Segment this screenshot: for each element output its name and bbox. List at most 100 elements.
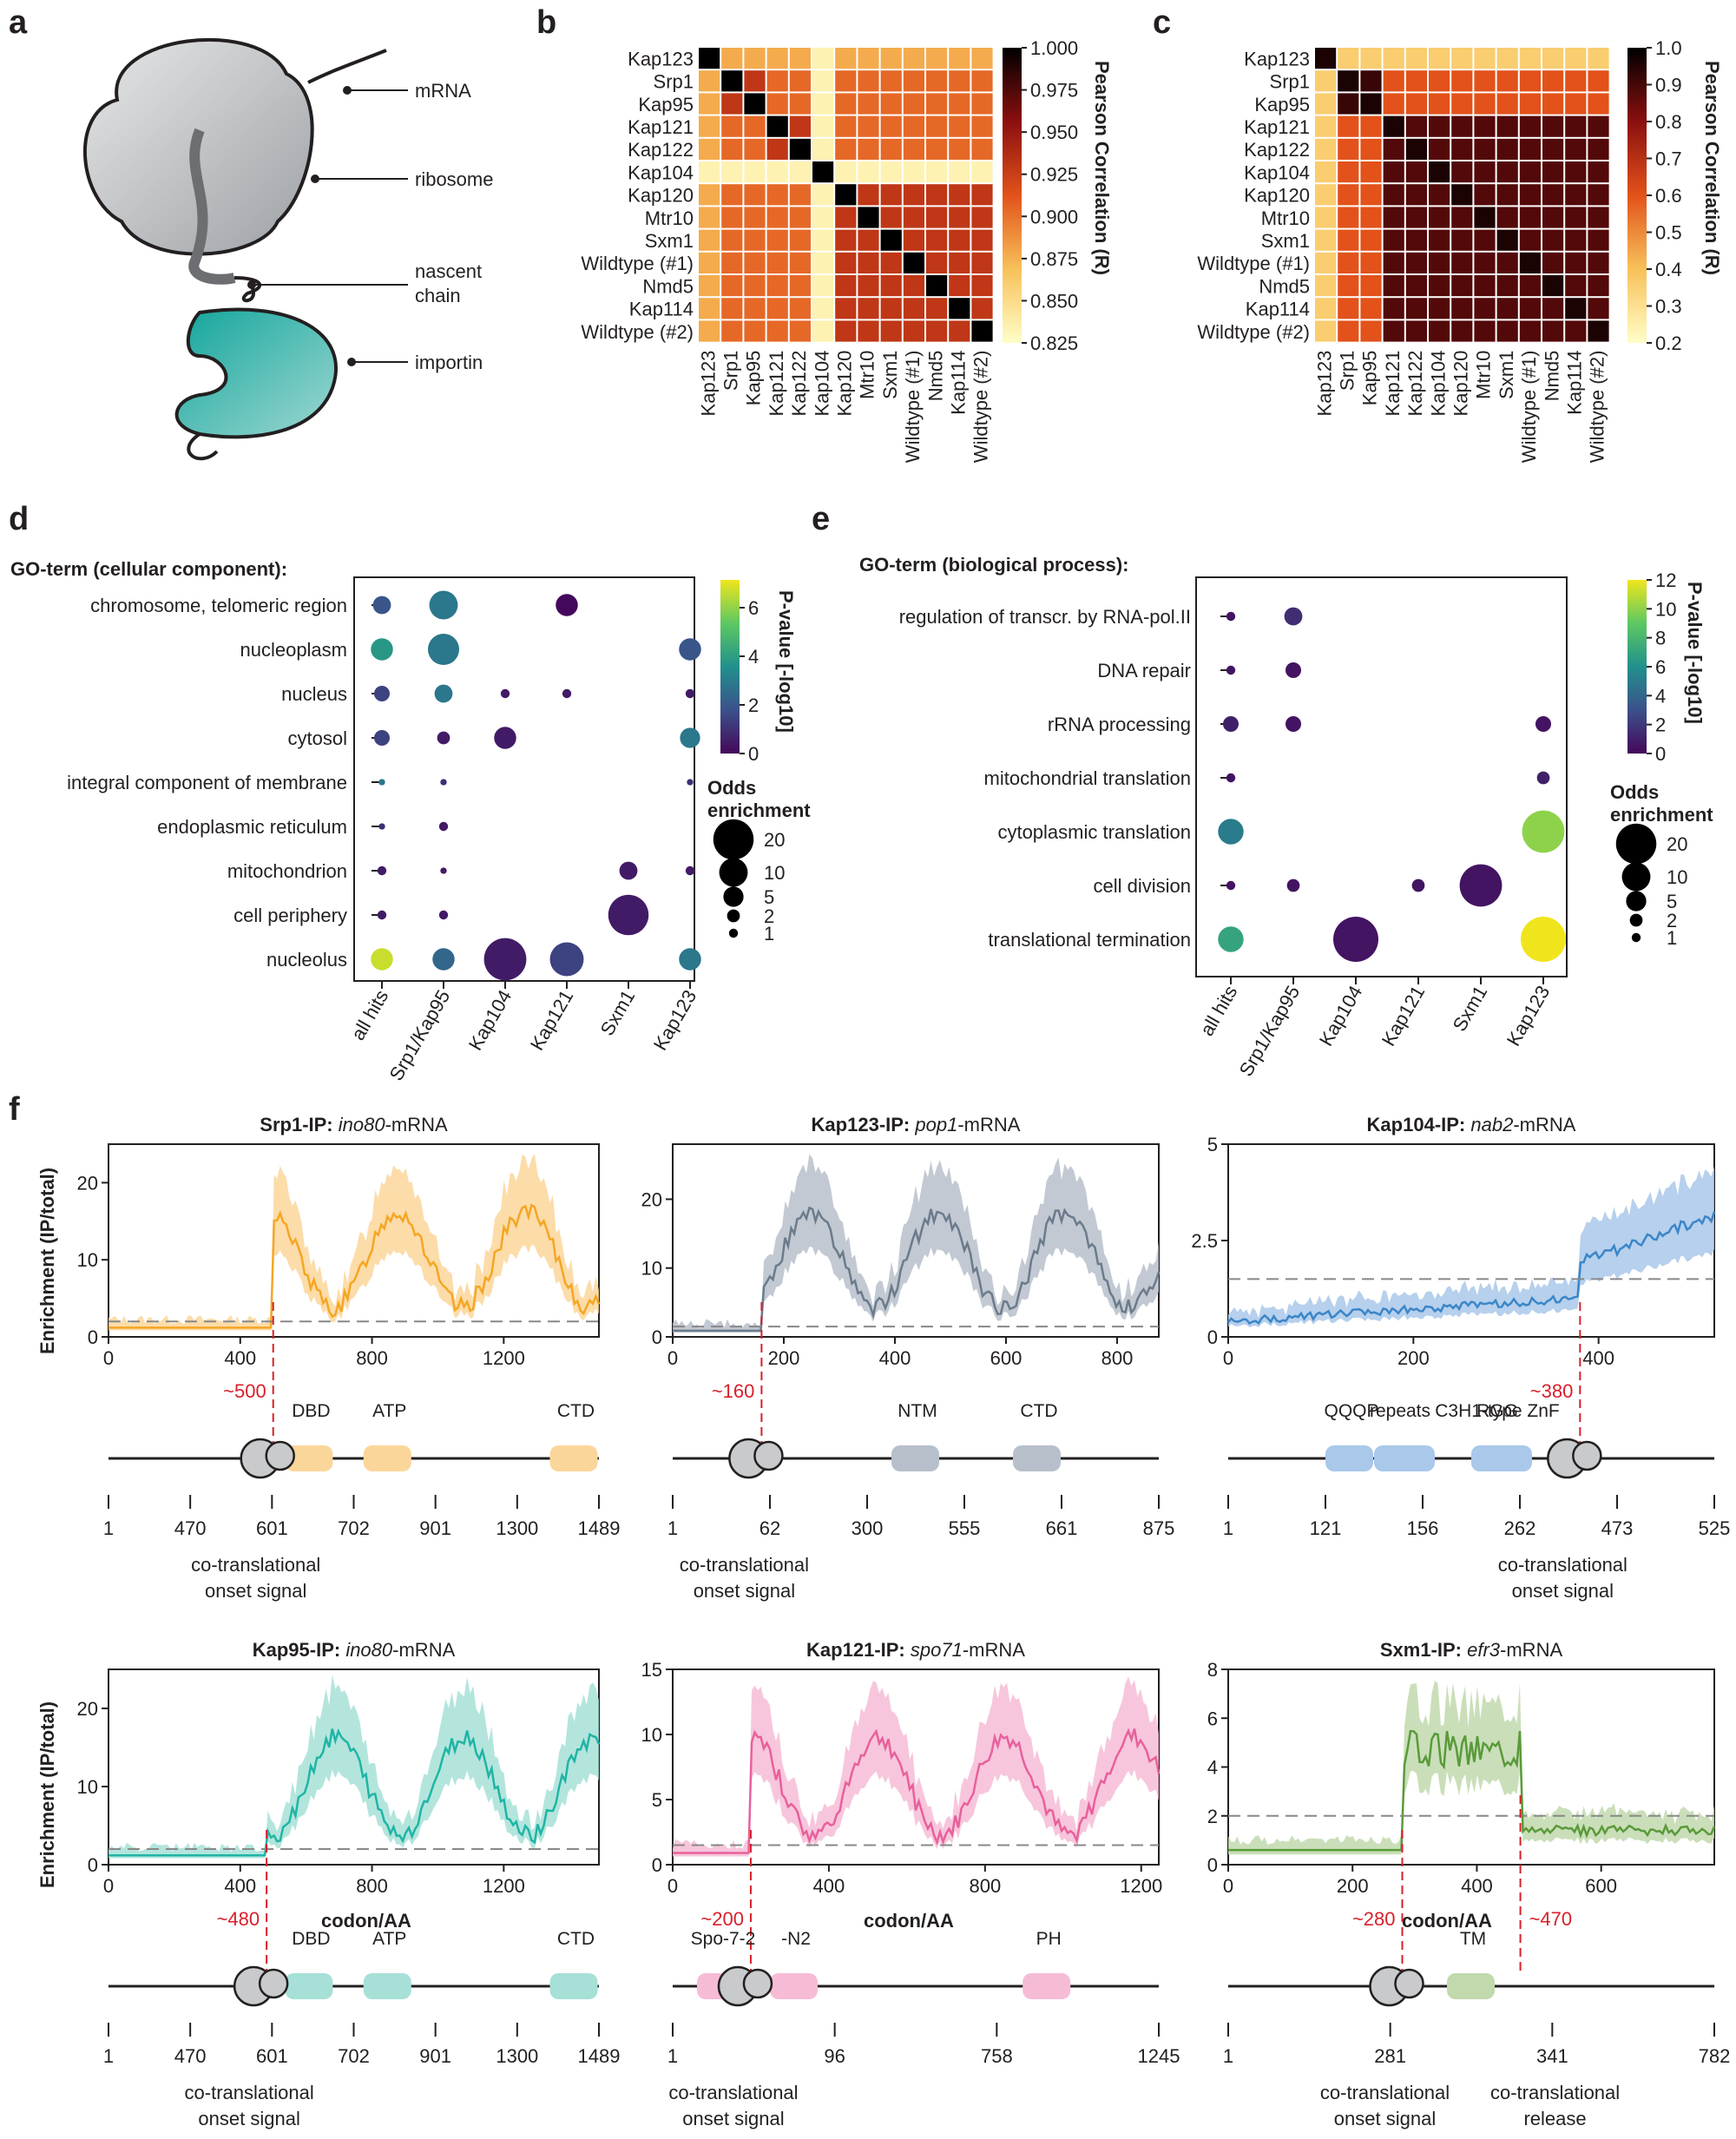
heat-cell xyxy=(1474,93,1496,115)
go-dot xyxy=(1226,611,1236,622)
heat-cell xyxy=(1565,320,1587,342)
go-dot xyxy=(372,596,391,615)
colorbar-tick-label: 0 xyxy=(748,743,759,765)
heat-cell xyxy=(1474,320,1496,342)
enrichment-plot: Kap121-IP: spo71-mRNA 0 5 10 15 0 400 800 1200 ~2… xyxy=(641,1639,1180,2129)
go-dot xyxy=(562,688,572,699)
ribosome-icon xyxy=(1394,1968,1424,1999)
heat-row-label: Srp1 xyxy=(1270,71,1310,93)
heat-cell xyxy=(789,138,811,160)
go-dot xyxy=(1285,661,1302,679)
heat-cell xyxy=(1496,320,1518,342)
heat-cell xyxy=(1565,275,1587,297)
x-tick-label: 400 xyxy=(813,1875,845,1897)
position-label: 702 xyxy=(338,1517,370,1539)
colorbar-tick-label: 0.5 xyxy=(1655,222,1682,244)
heat-cell xyxy=(949,70,970,92)
colorbar-tick-label: 6 xyxy=(748,597,759,619)
heat-cell xyxy=(766,320,788,342)
enrichment-plot: Srp1-IP: ino80-mRNA 0 10 20 0 400 800 1200 ~500 D… xyxy=(77,1114,621,1602)
heat-cell xyxy=(1383,275,1404,297)
heat-cell xyxy=(721,207,743,228)
go-term-label: rRNA processing xyxy=(1048,714,1191,735)
heat-cell xyxy=(903,184,924,206)
group-label: Kap104 xyxy=(464,986,516,1054)
position-label: 1489 xyxy=(578,1517,621,1539)
onset-label: ~500 xyxy=(223,1380,266,1402)
enrichment-plot: Kap104-IP: nab2-mRNA 0 2.5 5 0 200 400 ~380 QQQP… xyxy=(1191,1114,1730,1602)
heat-cell xyxy=(880,275,902,297)
go-dot xyxy=(377,910,387,920)
onset-note: onset signal xyxy=(198,2108,299,2129)
heat-col-label: Wildtype (#2) xyxy=(1587,351,1608,464)
heat-cell xyxy=(1565,138,1587,160)
heat-cell xyxy=(766,184,788,206)
protein-domain xyxy=(770,1973,818,1999)
label-chain: chain xyxy=(415,285,461,306)
heat-cell xyxy=(1588,320,1609,342)
group-label: Srp1/Kap95 xyxy=(1235,982,1305,1080)
heat-cell xyxy=(744,93,766,115)
colorbar-c-ticks: 1.0 0.9 0.8 0.7 0.6 0.5 0.4 0.3 0.2 xyxy=(1647,37,1682,354)
heat-cell xyxy=(926,138,948,160)
x-tick-label: 200 xyxy=(1337,1875,1369,1897)
colorbar-tick-label: 0.875 xyxy=(1030,248,1078,270)
x-tick-label: 800 xyxy=(969,1875,1001,1897)
heat-cell xyxy=(1451,229,1473,251)
heat-cell xyxy=(1519,275,1541,297)
x-tick-label: 1200 xyxy=(1120,1875,1162,1897)
heat-cell xyxy=(1315,229,1337,251)
heat-cell xyxy=(926,93,948,115)
label-nascent: nascent xyxy=(415,260,482,282)
heat-cell xyxy=(880,138,902,160)
position-label: 758 xyxy=(981,2045,1013,2067)
heat-cell xyxy=(926,320,948,342)
heat-cell xyxy=(1519,298,1541,319)
size-legend-dot xyxy=(719,858,748,887)
heat-col-label: Mtr10 xyxy=(1473,351,1495,399)
heat-cell xyxy=(1338,70,1359,92)
heat-cell xyxy=(1383,48,1404,69)
heat-cell xyxy=(1360,184,1382,206)
heat-cell xyxy=(812,207,834,228)
plot-frame xyxy=(672,1668,1160,1866)
position-label: 555 xyxy=(949,1517,981,1539)
heat-cell xyxy=(744,207,766,228)
heat-cell xyxy=(1542,320,1564,342)
group-label: all hits xyxy=(346,986,392,1044)
heat-cell xyxy=(699,298,720,319)
heat-cell xyxy=(1360,93,1382,115)
heat-cell xyxy=(1360,138,1382,160)
heat-cell xyxy=(1360,48,1382,69)
plot-frame xyxy=(672,1143,1160,1338)
trace-line xyxy=(108,1728,601,1857)
heat-col-label: Kap120 xyxy=(1450,351,1472,417)
heat-cell xyxy=(1383,138,1404,160)
go-dot xyxy=(685,865,695,876)
heat-cell xyxy=(880,229,902,251)
size-legend-dot xyxy=(1629,913,1643,927)
go-term-label: integral component of membrane xyxy=(67,772,347,793)
domain-label: DBD xyxy=(292,1401,330,1421)
heat-cell xyxy=(1405,93,1427,115)
heat-cell xyxy=(1315,93,1337,115)
heat-col-label: Nmd5 xyxy=(1541,351,1562,402)
heat-cell xyxy=(1383,207,1404,228)
heat-cell xyxy=(1405,138,1427,160)
heat-cell xyxy=(1496,207,1518,228)
heat-cell xyxy=(721,320,743,342)
x-tick-label: 400 xyxy=(879,1347,911,1369)
label-importin: importin xyxy=(415,352,483,373)
heat-cell xyxy=(971,138,993,160)
heat-col-label: Kap122 xyxy=(1404,351,1426,417)
heat-cell xyxy=(812,252,834,273)
heat-cell xyxy=(1565,207,1587,228)
heat-cell xyxy=(1405,275,1427,297)
heat-cell xyxy=(1519,252,1541,273)
heat-cell xyxy=(949,275,970,297)
heat-cell xyxy=(699,70,720,92)
heat-cell xyxy=(858,48,879,69)
x-tick-label: 0 xyxy=(1223,1875,1233,1897)
trace-band xyxy=(1228,1166,1714,1328)
